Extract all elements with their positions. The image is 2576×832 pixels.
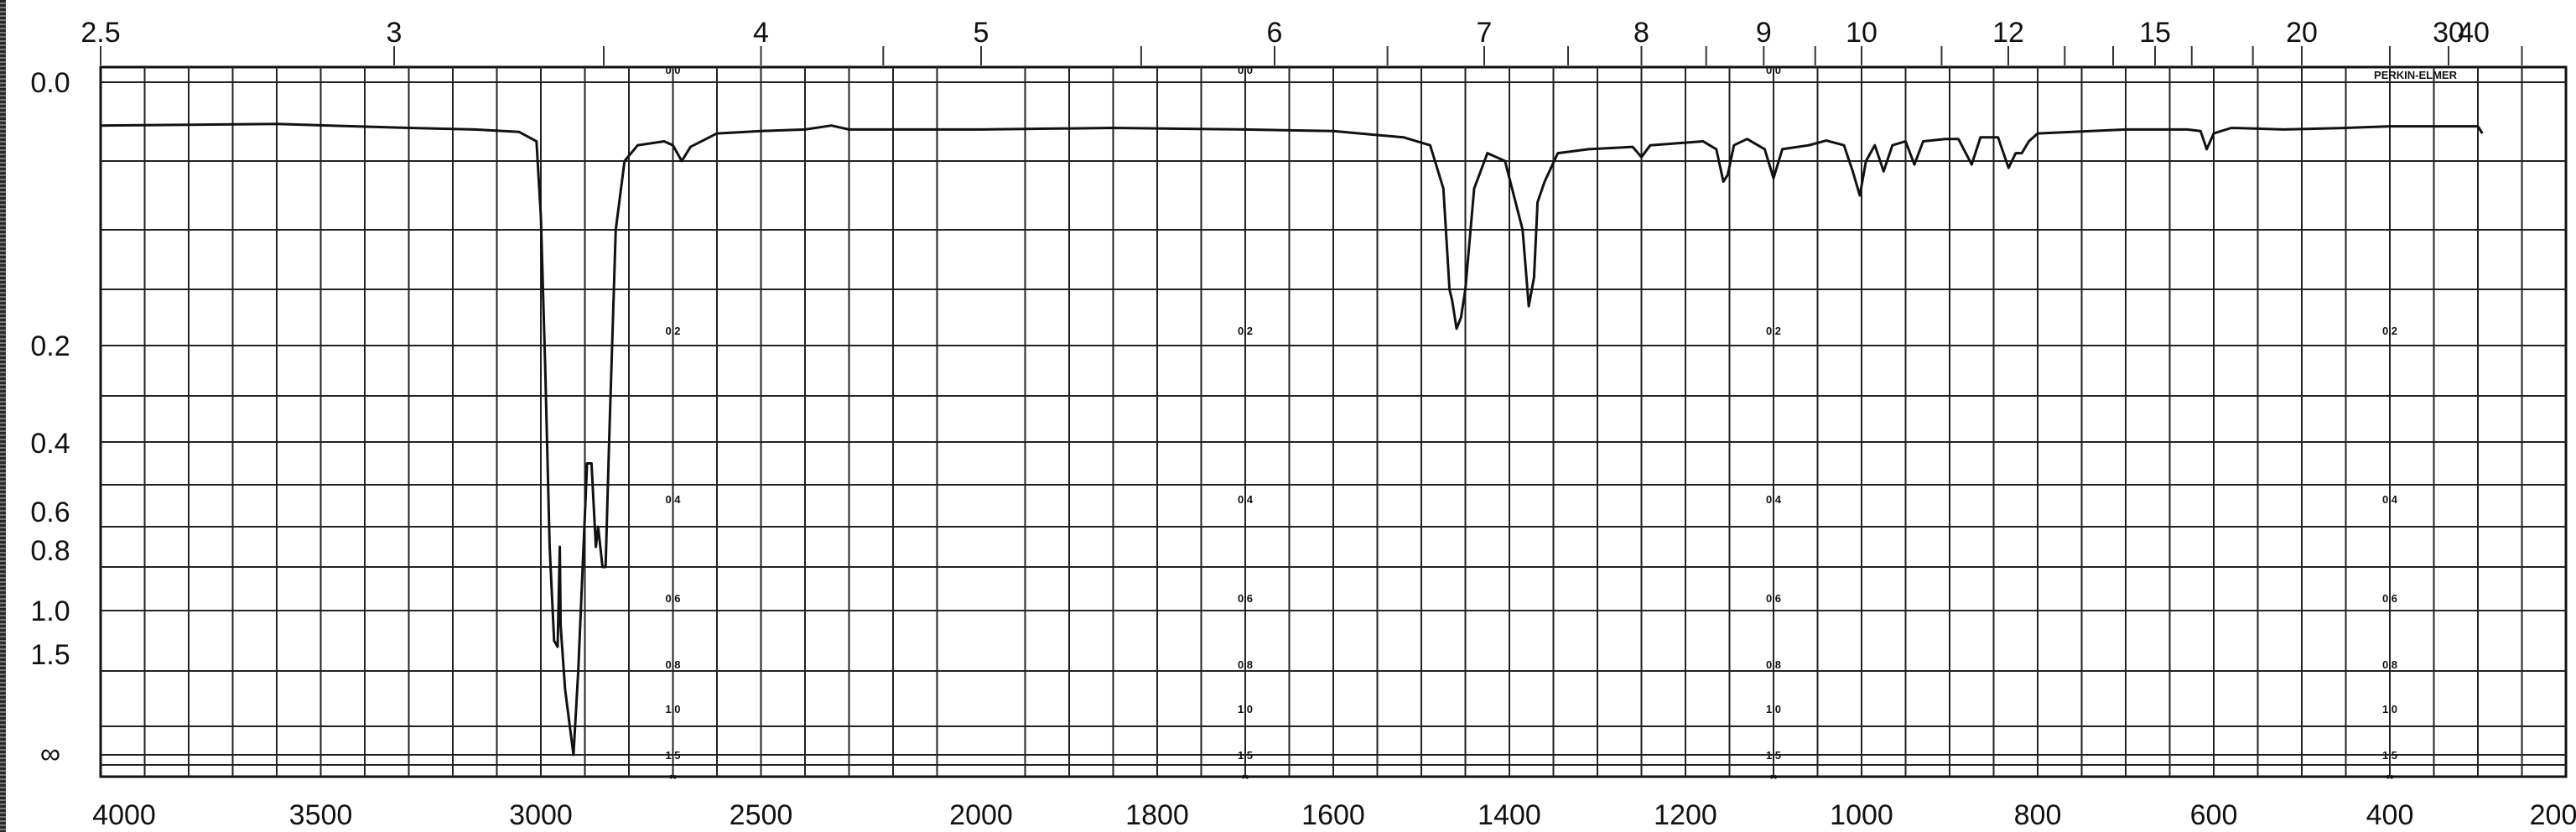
y-tick-label: 0.2 [30, 330, 70, 362]
y-tick-label: 1.5 [30, 639, 70, 671]
inner-scale-label: 0.8 [2382, 658, 2397, 671]
bottom-tick-label: 4000 [92, 799, 156, 831]
top-tick-label: 9 [1756, 17, 1772, 49]
y-tick-label: 0.0 [30, 67, 70, 99]
inner-scale-label: 1.5 [2382, 749, 2397, 762]
bottom-tick-label: 1400 [1478, 799, 1541, 831]
y-tick-label: ∞ [40, 738, 60, 770]
inner-scale-label: 0.0 [1238, 64, 1253, 76]
bottom-tick-label: 2500 [730, 799, 793, 831]
top-tick-label: 6 [1267, 17, 1283, 49]
top-tick-label: 3 [387, 17, 402, 49]
bottom-tick-label: 800 [2014, 799, 2062, 831]
inner-scale-label: 1.0 [665, 703, 680, 715]
inner-scale-label: 0.2 [1766, 325, 1781, 337]
y-tick-label: 0.8 [30, 535, 70, 567]
inner-scale-label: 0.6 [1238, 592, 1253, 605]
inner-scale-label: 0.0 [665, 64, 680, 76]
y-tick-label: 1.0 [30, 595, 70, 627]
chart-series [100, 122, 2484, 757]
bottom-tick-label: 600 [2190, 799, 2238, 831]
inner-scale-label: 0.2 [2382, 325, 2397, 337]
inner-scale-label: 0.4 [1766, 493, 1782, 506]
inner-scale-label: 1.5 [1238, 749, 1253, 762]
inner-scale-label: ∞ [1769, 770, 1777, 783]
bottom-tick-label: 3500 [289, 799, 353, 831]
inner-scale-label: 0.2 [1238, 325, 1253, 337]
spectrum-line [100, 122, 2484, 757]
inner-scale-label: 0.8 [1766, 658, 1781, 671]
bottom-tick-label: 1000 [1830, 799, 1893, 831]
top-tick-label: 15 [2139, 17, 2171, 49]
top-tick-label: 20 [2286, 17, 2318, 49]
top-tick-label: 5 [974, 17, 989, 49]
inner-scale-label: 0.4 [1238, 493, 1254, 506]
top-tick-label: 40 [2458, 17, 2490, 49]
bottom-tick-label: 1600 [1301, 799, 1365, 831]
bottom-tick-label: 400 [2366, 799, 2414, 831]
inner-scale-label: 0.6 [2382, 592, 2397, 605]
inner-scale-label: 1.5 [1766, 749, 1781, 762]
top-tick-label: 8 [1633, 17, 1649, 49]
inner-scale-label: 1.0 [1238, 703, 1253, 715]
inner-scale-label: 0.8 [1238, 658, 1253, 671]
inner-scale-label: 0.0 [1766, 64, 1781, 76]
y-tick-label: 0.6 [30, 497, 70, 528]
inner-scale-label: 0.4 [2382, 493, 2398, 506]
bottom-tick-label: 2000 [949, 799, 1013, 831]
bottom-tick-label: 200 [2530, 799, 2576, 831]
inner-scale-label: 0.2 [665, 325, 680, 337]
top-tick-label: 10 [1846, 17, 1877, 49]
y-tick-label: 0.4 [30, 428, 70, 460]
inner-scale-label: 1.0 [1766, 703, 1781, 715]
inner-scale-label: 1.0 [2382, 703, 2397, 715]
brand-label: PERKIN-ELMER [2374, 69, 2458, 81]
inner-scale-label: ∞ [669, 770, 677, 783]
inner-scale-label: ∞ [1241, 770, 1249, 783]
top-tick-label: 30 [2433, 17, 2464, 49]
top-tick-label: 4 [753, 17, 769, 49]
inner-scale-label: 0.8 [665, 658, 680, 671]
inner-scale-label: ∞ [2386, 770, 2393, 783]
top-tick-label: 7 [1477, 17, 1493, 49]
scanner-edge-strip [0, 0, 6, 832]
bottom-tick-label: 1800 [1125, 799, 1189, 831]
inner-scale-label: 0.6 [665, 592, 680, 605]
inner-scale-label: 0.4 [665, 493, 681, 506]
bottom-tick-label: 1200 [1654, 799, 1717, 831]
bottom-tick-label: 3000 [509, 799, 573, 831]
top-tick-label: 12 [1992, 17, 2024, 49]
inner-scale-label: 0.6 [1766, 592, 1781, 605]
top-tick-label: 2.5 [80, 17, 120, 49]
chart-grid [99, 46, 2568, 778]
inner-scale-label: 1.5 [665, 749, 680, 762]
